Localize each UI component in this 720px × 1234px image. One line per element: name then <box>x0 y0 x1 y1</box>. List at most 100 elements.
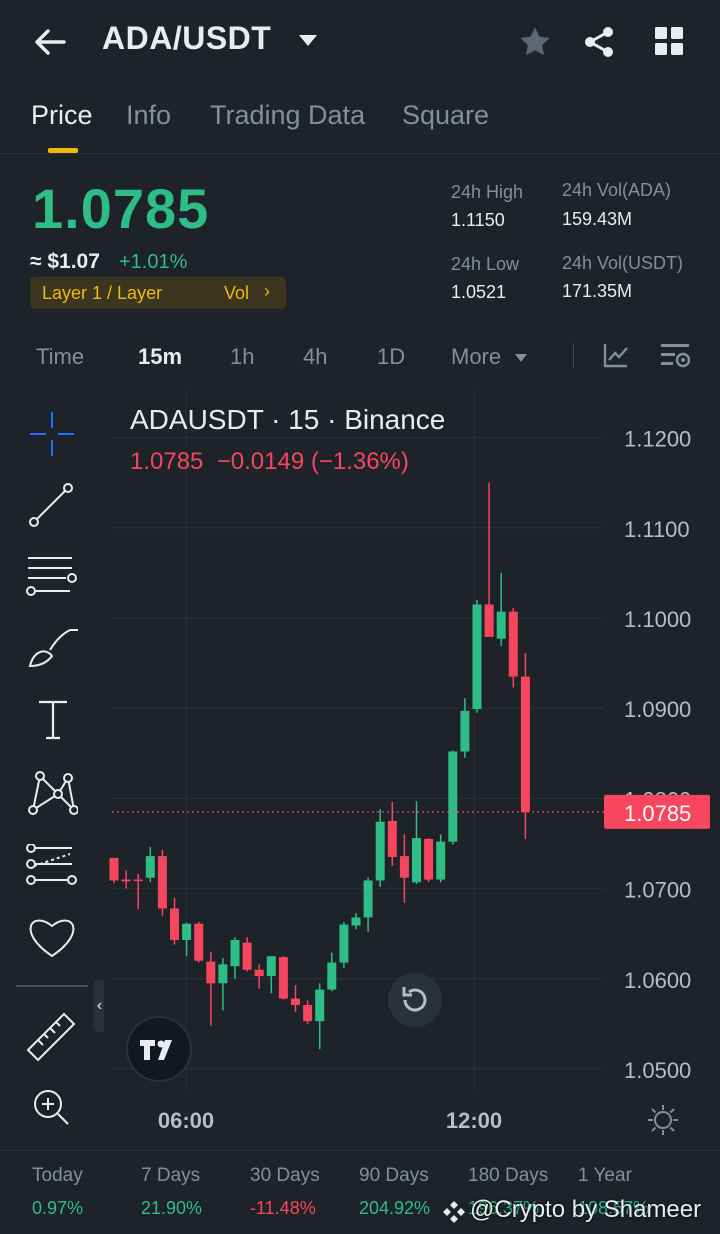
star-icon[interactable] <box>518 26 552 63</box>
chevron-right-icon: › <box>264 281 270 301</box>
ruler-icon[interactable] <box>24 1010 78 1069</box>
candle-body <box>448 751 458 842</box>
chart-symbol: ADAUSDT · 15 · Binance <box>130 404 446 435</box>
period-change: 108.57% <box>578 1198 650 1218</box>
period-change: -11.48% <box>250 1198 316 1218</box>
period-change: 0.97% <box>32 1198 84 1218</box>
share-icon[interactable] <box>582 24 616 65</box>
crosshair-icon[interactable] <box>28 410 76 463</box>
candle-body <box>508 611 518 677</box>
binance-logo-icon <box>440 1198 468 1231</box>
y-tick-label: 1.0600 <box>624 968 691 993</box>
candle-body <box>242 942 252 970</box>
pair-title[interactable]: ADA/USDT <box>102 20 272 56</box>
candle-body <box>424 838 434 880</box>
period-label: 1 Year <box>578 1165 632 1186</box>
zoom-in-icon[interactable] <box>32 1088 72 1133</box>
candle-body <box>194 923 204 961</box>
tab-info[interactable]: Info <box>126 100 172 130</box>
current-price-badge <box>604 794 710 829</box>
x-tick-label: 12:00 <box>446 1108 502 1133</box>
candle-body <box>109 857 119 881</box>
candle-body <box>484 604 494 637</box>
watermark: @Crypto by Shameer <box>470 1196 702 1223</box>
period-label: Today <box>32 1165 83 1186</box>
divider <box>16 985 88 987</box>
sun-icon[interactable] <box>647 1104 679 1141</box>
period-label: 180 Days <box>468 1165 549 1186</box>
drawing-toolbar <box>0 388 104 1148</box>
tradingview-logo <box>126 1016 192 1082</box>
candle-body <box>182 923 192 940</box>
candle-body <box>496 611 506 639</box>
candle-body <box>327 962 337 990</box>
interval-15m[interactable]: 15m <box>138 344 183 369</box>
candle-body <box>472 604 482 710</box>
high-label: 24h High <box>451 182 524 202</box>
interval-1h[interactable]: 1h <box>230 344 255 369</box>
candle-body <box>375 821 385 881</box>
grid-menu-icon[interactable] <box>655 27 685 62</box>
period-label: 7 Days <box>141 1165 201 1186</box>
heart-icon[interactable] <box>26 916 78 963</box>
price-change: +1.01% <box>119 251 188 273</box>
indicator-icon[interactable] <box>603 342 629 373</box>
candle-body <box>412 838 421 883</box>
candle-body <box>157 856 167 909</box>
back-icon[interactable] <box>30 24 70 60</box>
high-value: 1.1150 <box>451 210 505 230</box>
candle-body <box>266 956 276 977</box>
period-change: 196.37% <box>468 1198 540 1218</box>
low-label: 24h Low <box>451 254 520 274</box>
tab-square[interactable]: Square <box>402 100 490 130</box>
candle-body <box>363 880 373 918</box>
tab-trading-data[interactable]: Trading Data <box>210 100 366 130</box>
candle-body <box>121 879 131 882</box>
collapse-handle[interactable]: ‹ <box>93 980 106 1032</box>
reset-chart-icon[interactable] <box>388 973 442 1027</box>
y-tick-label: 1.0700 <box>624 878 691 903</box>
fib-retracement-icon[interactable] <box>26 843 78 893</box>
category-tag[interactable]: Layer 1 / Layer Vol › <box>30 277 286 309</box>
interval-1d[interactable]: 1D <box>377 344 406 369</box>
y-tick-label: 1.1000 <box>624 607 691 632</box>
chart-ohlc: 1.0785 −0.0149 (−1.36%) <box>130 448 409 475</box>
chevron-down-icon[interactable] <box>298 34 318 53</box>
candle-body <box>315 989 325 1022</box>
text-tool-icon[interactable] <box>36 700 70 745</box>
trend-line-icon[interactable] <box>28 482 76 535</box>
candlestick-chart[interactable]: 1.12001.11001.10001.09001.08001.07001.06… <box>104 388 720 1148</box>
pattern-icon[interactable] <box>28 770 79 821</box>
period-label: 30 Days <box>250 1165 320 1186</box>
y-tick-label: 1.1200 <box>624 427 691 452</box>
vol-ada-label: 24h Vol(ADA) <box>562 180 672 200</box>
period-label: 90 Days <box>359 1165 429 1186</box>
interval-time[interactable]: Time <box>36 344 85 369</box>
tab-indicator <box>48 148 78 153</box>
price-chart[interactable]: 1.12001.11001.10001.09001.08001.07001.06… <box>104 388 720 1148</box>
interval-more[interactable]: More <box>451 344 502 369</box>
horizontal-lines-icon[interactable] <box>26 554 78 603</box>
divider <box>0 153 720 154</box>
x-tick-label: 06:00 <box>158 1108 214 1133</box>
candle-body <box>399 856 409 878</box>
candle-body <box>351 917 361 926</box>
divider <box>0 1150 720 1151</box>
chevron-down-icon[interactable] <box>514 350 528 368</box>
y-tick-label: 1.0500 <box>624 1058 691 1083</box>
chart-settings-icon[interactable] <box>661 342 691 375</box>
y-tick-label: 1.1100 <box>624 517 690 542</box>
current-price-label: 1.0785 <box>624 801 691 826</box>
low-value: 1.0521 <box>451 282 507 302</box>
last-price: 1.0785 <box>32 177 210 240</box>
y-tick-label: 1.0900 <box>624 697 691 722</box>
candle-body <box>254 969 264 977</box>
brush-icon[interactable] <box>28 628 80 675</box>
candle-body <box>218 964 228 984</box>
divider <box>573 343 574 367</box>
candle-body <box>387 820 397 858</box>
interval-4h[interactable]: 4h <box>303 344 328 369</box>
period-change: 204.92% <box>359 1198 431 1218</box>
tab-price[interactable]: Price <box>31 100 93 130</box>
candle-body <box>170 908 179 940</box>
